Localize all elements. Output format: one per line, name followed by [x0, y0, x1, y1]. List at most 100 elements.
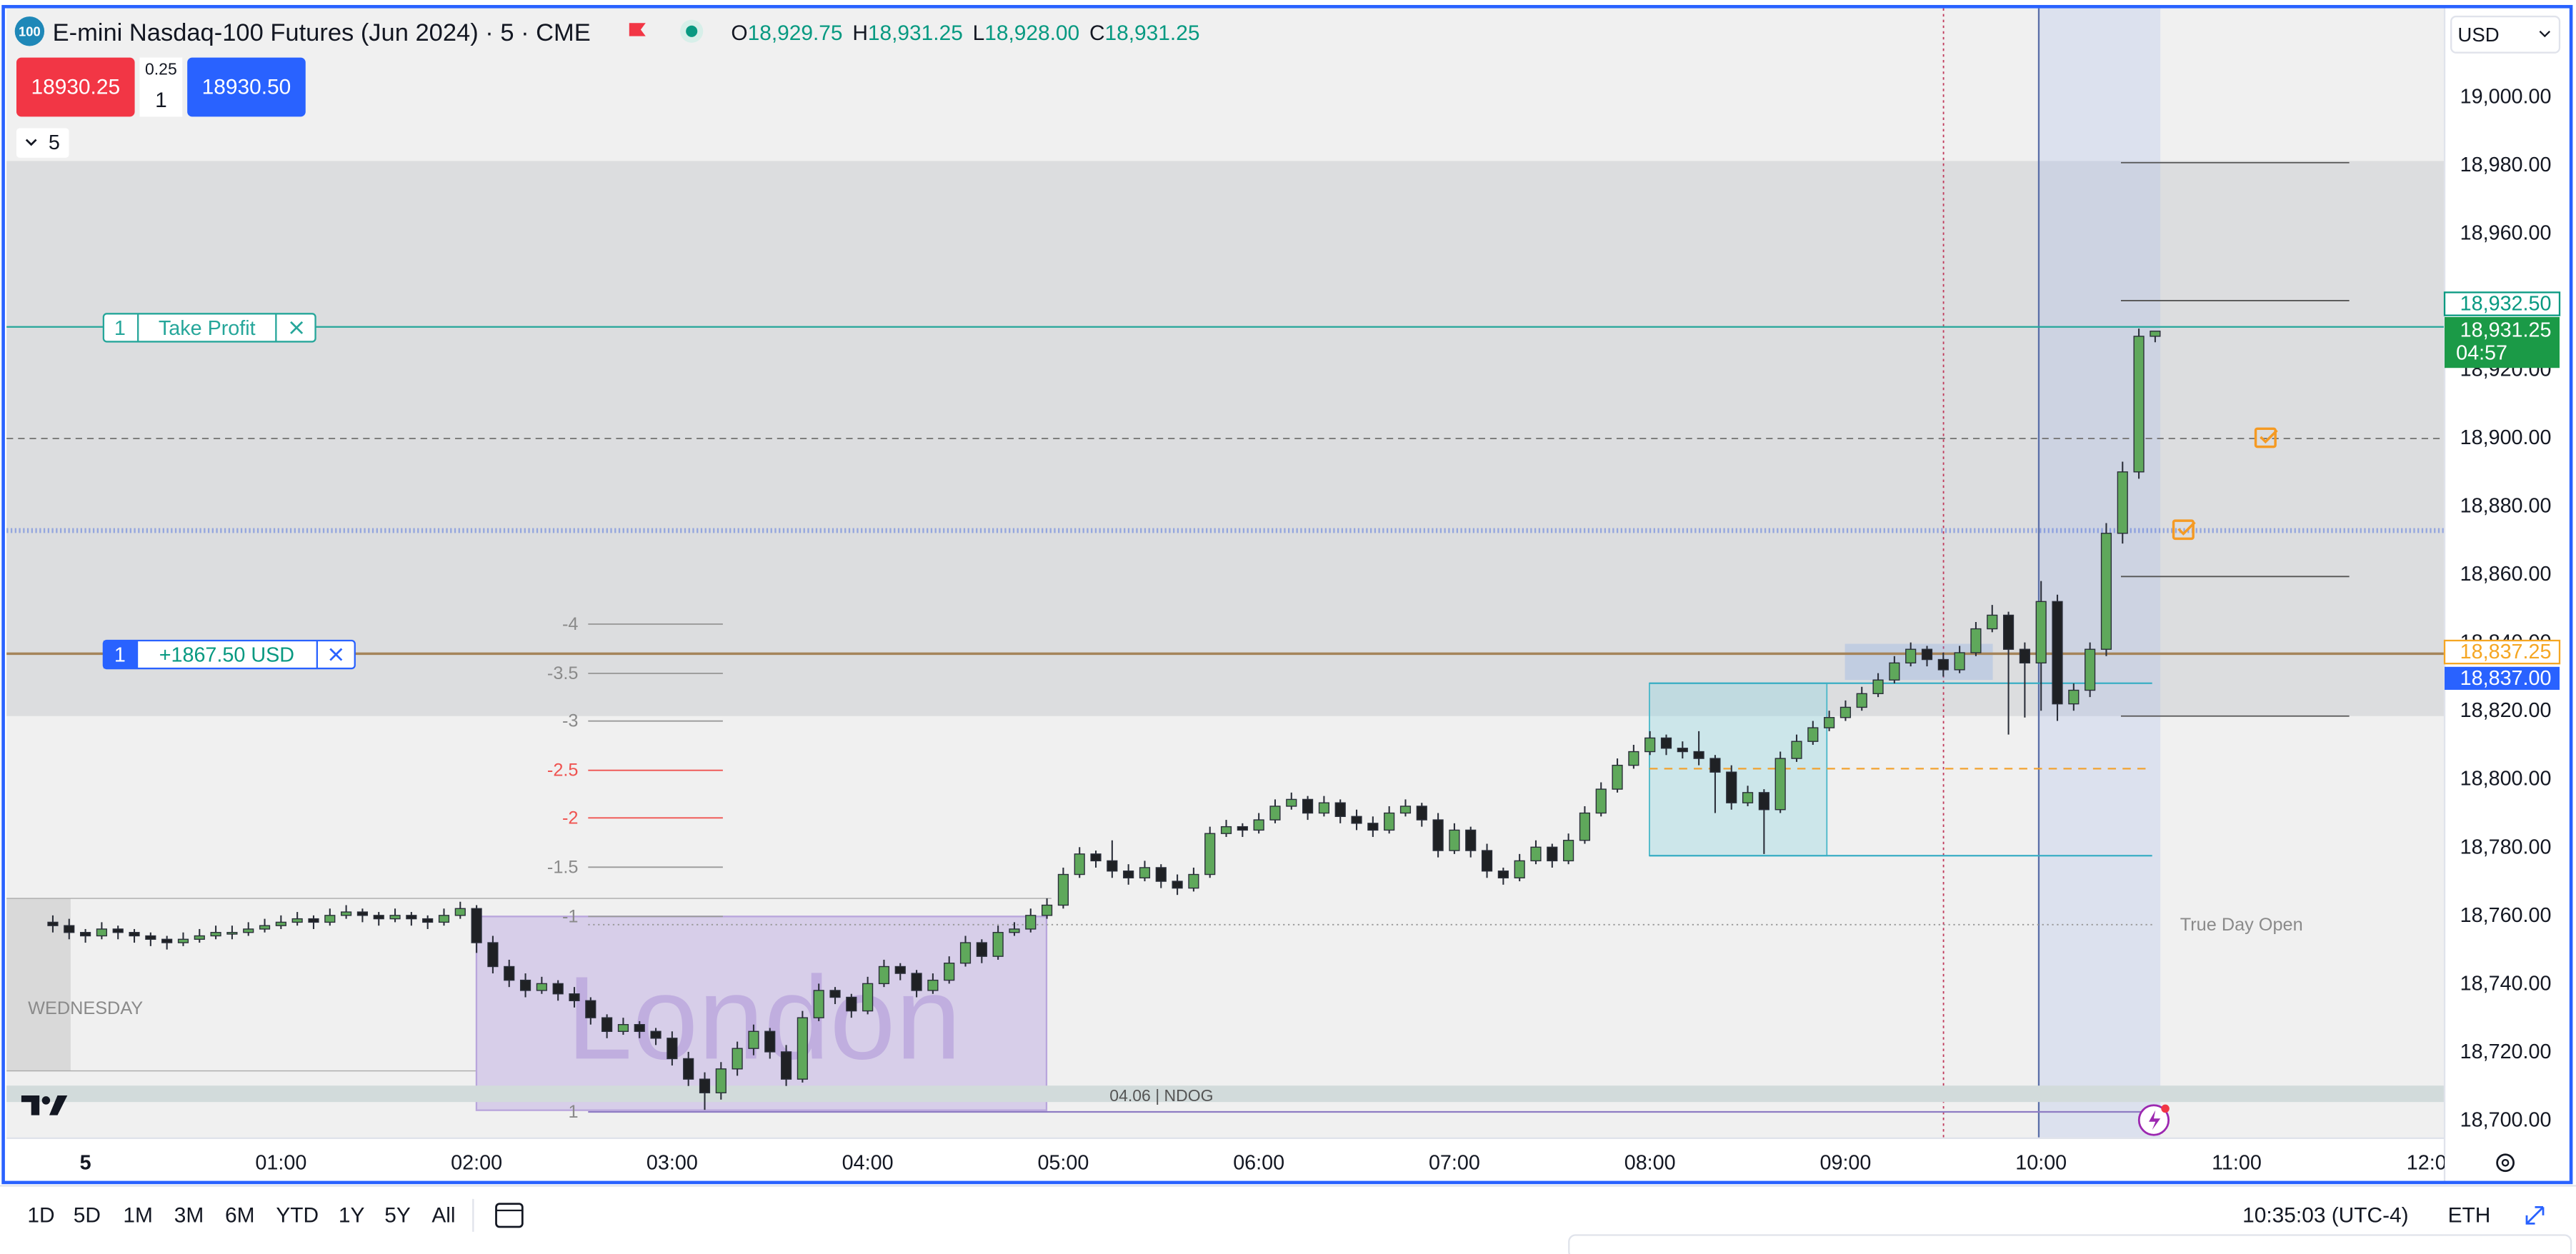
candle-body [161, 938, 173, 943]
replay-icon[interactable] [2137, 1104, 2170, 1136]
timeframe-button[interactable]: 1D [27, 1203, 54, 1227]
symbol-logo [14, 16, 45, 46]
x-tick-label: 03:00 [647, 1151, 698, 1174]
candle-body [699, 1078, 711, 1093]
bottom-toolbar: 1D 5D 1M 3M 6M YTD 1Y 5Y All [27, 1203, 455, 1227]
ohlc-value: 18,928.00 [984, 21, 1079, 45]
fullscreen-icon[interactable] [2525, 1206, 2545, 1225]
currency-dropdown[interactable] [2450, 15, 2561, 54]
candle-body [1269, 806, 1281, 821]
candle-body [1449, 829, 1460, 851]
candle-body [373, 915, 384, 920]
buy-button[interactable] [187, 57, 306, 117]
take-profit-label[interactable]: 1 Take Profit [102, 313, 316, 343]
chevron [2539, 30, 2551, 38]
candle-body [112, 928, 124, 933]
qty-box[interactable] [139, 57, 183, 117]
timeframe-button[interactable]: 3M [174, 1203, 204, 1227]
flag-icon[interactable] [629, 23, 646, 36]
timeframe-button[interactable]: 6M [225, 1203, 255, 1227]
candle-body [96, 928, 107, 937]
y-tick-label: 18,880.00 [2460, 495, 2552, 518]
fib-level-label: -1 [562, 906, 578, 926]
x-tick-label: 10:00 [2015, 1151, 2067, 1174]
candle-body [617, 1024, 629, 1032]
goto-date-icon[interactable] [495, 1203, 524, 1228]
timeframe-button[interactable]: 1Y [339, 1203, 365, 1227]
x-tick-label: 04:00 [842, 1151, 894, 1174]
fib-level-label: -3.5 [547, 663, 579, 683]
position-price: 18,837.00 [2460, 667, 2552, 690]
candle-body [1399, 806, 1412, 814]
candle-body [911, 973, 922, 991]
alert-icon[interactable] [2254, 427, 2278, 448]
candle-body [275, 921, 286, 926]
price-axis[interactable] [2445, 8, 2572, 1183]
candle-body [1547, 846, 1558, 862]
indicator-toggle[interactable] [16, 128, 69, 158]
candle-body [813, 990, 824, 1018]
sell-button[interactable] [16, 57, 135, 117]
close-icon[interactable] [329, 648, 343, 661]
candle-body [1481, 850, 1493, 872]
candle-body [324, 915, 336, 923]
y-tick-label: 18,700.00 [2460, 1108, 2552, 1131]
order-block [1844, 643, 1993, 681]
ohlc-value: 18,929.75 [748, 21, 843, 45]
candle-body [145, 935, 156, 940]
gap-band [6, 1085, 2445, 1103]
symbol-title[interactable]: E-mini Nasdaq-100 Futures (Jun 2024) · 5… [53, 19, 591, 46]
candle-body [1921, 648, 1933, 661]
tp-tag [2443, 291, 2561, 316]
candle-body [2100, 533, 2112, 650]
candle-body [1090, 853, 1102, 862]
clock[interactable]: 10:35:03 (UTC-4) [2242, 1203, 2408, 1227]
candle-body [504, 965, 515, 981]
close-icon[interactable] [290, 321, 304, 334]
interval: 5 [49, 131, 60, 154]
position-label[interactable]: 1 +1867.50 USD [102, 639, 356, 670]
candle-body [1530, 846, 1542, 862]
candle-body [1465, 829, 1477, 851]
fib-levels: -4 -3.5 -3 -2.5 -2 -1.5 -1 1 [547, 614, 723, 1122]
candle-body [259, 925, 271, 930]
candle-body [1497, 871, 1509, 878]
x-tick-label: 11:00 [2212, 1151, 2262, 1174]
floating-toolbar[interactable] [1568, 1234, 2572, 1254]
ohlc-key: C [1089, 21, 1105, 45]
candle-body [1693, 751, 1704, 759]
last-price-tag [2445, 316, 2560, 368]
timeframe-button[interactable]: YTD [276, 1203, 319, 1227]
candle-body [64, 925, 75, 933]
ohlc-key: O [731, 21, 747, 45]
candle-body [992, 932, 1004, 957]
candle-body [601, 1017, 613, 1032]
day-label: WEDNESDAY [28, 998, 143, 1018]
candle-body [1595, 788, 1607, 814]
candle-body [2085, 648, 2096, 691]
x-tick-label: 05:00 [1037, 1151, 1089, 1174]
timeframe-button[interactable]: 1M [123, 1203, 153, 1227]
candle-body [1253, 819, 1264, 831]
candle-body [2068, 689, 2080, 705]
ohlc-key: H [852, 21, 868, 45]
quantity[interactable]: 1 [155, 89, 167, 112]
candle-body [1726, 771, 1737, 803]
candle-body [1009, 928, 1020, 933]
settings-icon[interactable] [2496, 1153, 2515, 1173]
candle-body [1204, 833, 1216, 876]
session-type[interactable]: ETH [2448, 1203, 2491, 1227]
price-tags: 18,932.50 18,931.25 04:57 18,837.25 18,8… [2443, 291, 2561, 690]
candle-body [1824, 717, 1835, 728]
candle-body [243, 928, 254, 933]
candle-body [1318, 802, 1329, 814]
candle-body [1677, 748, 1688, 753]
timeframe-button[interactable]: All [431, 1203, 455, 1227]
timeframe-button[interactable]: 5D [74, 1203, 101, 1227]
timeframe-button[interactable]: 5Y [384, 1203, 411, 1227]
candle-body [927, 979, 939, 991]
alert-icon[interactable] [2172, 519, 2196, 541]
candle-body [1889, 662, 1900, 681]
take-profit-box[interactable] [102, 313, 316, 343]
